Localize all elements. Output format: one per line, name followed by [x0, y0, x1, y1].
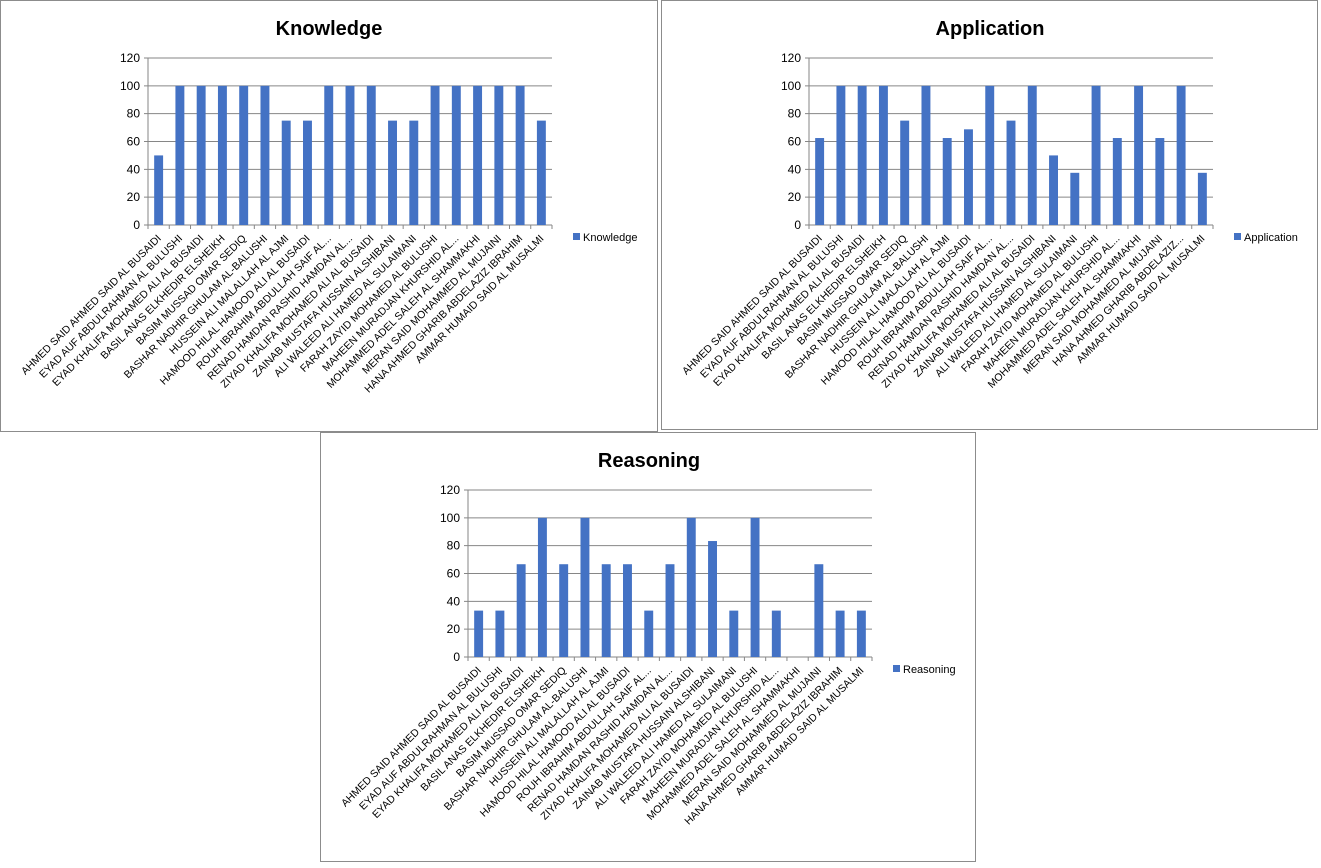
bar [537, 517, 547, 657]
x-category-label: EYAD AUF ABDULRAHMAN AL BULUSHI [37, 233, 185, 381]
y-tick-label: 0 [133, 218, 140, 232]
bar [878, 85, 888, 225]
bar [451, 85, 461, 225]
bar [900, 120, 910, 225]
legend-label: Reasoning [903, 664, 956, 676]
y-tick-label: 80 [127, 107, 141, 121]
bar [536, 120, 546, 225]
bar [601, 564, 611, 657]
bar [942, 138, 952, 225]
y-tick-label: 0 [453, 650, 460, 664]
y-tick-label: 60 [447, 567, 461, 581]
y-tick-label: 40 [127, 162, 141, 176]
chart-title: Application [936, 18, 1045, 40]
bar [580, 517, 590, 657]
knowledge-chart-panel: Knowledge 0 20 40 60 80 100 120 AHMED SAID AHMED… [0, 0, 658, 432]
y-tick-label: 40 [447, 594, 461, 608]
application-chart-panel: Application 0 20 40 60 80 100 120 AHMED SAID AHM… [661, 0, 1318, 430]
bar [708, 541, 717, 657]
bar [495, 610, 505, 657]
bar [729, 610, 739, 657]
bar [921, 85, 931, 225]
bar [430, 85, 440, 225]
bar [1176, 85, 1186, 225]
y-tick-label: 60 [788, 135, 802, 149]
bar [154, 155, 164, 225]
bar [814, 564, 824, 657]
y-tick-label: 60 [127, 135, 141, 149]
legend-swatch [893, 665, 900, 672]
bar [985, 85, 995, 225]
reasoning-chart-panel: Reasoning 0 20 40 60 80 100 120 AHMED SAID AHMED… [320, 432, 976, 862]
y-tick-label: 120 [440, 483, 460, 497]
y-tick-label: 20 [788, 190, 802, 204]
chart-title: Reasoning [598, 450, 700, 472]
y-tick-label: 100 [781, 79, 801, 93]
bar [1049, 155, 1058, 225]
bar [771, 610, 781, 657]
bar [516, 564, 526, 657]
y-tick-label: 120 [781, 51, 801, 65]
chart-title: Knowledge [276, 18, 383, 40]
legend-swatch [573, 233, 580, 240]
bar [515, 85, 525, 225]
bar [324, 85, 334, 225]
legend-label: Knowledge [583, 232, 637, 244]
bar [196, 85, 206, 225]
bar [623, 564, 632, 657]
bar [474, 610, 484, 657]
y-tick-label: 100 [120, 79, 140, 93]
legend-label: Application [1244, 232, 1298, 244]
bar [175, 85, 185, 225]
bar [366, 85, 376, 225]
y-tick-label: 0 [794, 218, 801, 232]
bar [836, 85, 846, 225]
bar [856, 610, 866, 657]
bar [750, 517, 760, 657]
bar [409, 120, 419, 225]
bar [1155, 138, 1165, 225]
y-tick-label: 100 [440, 511, 460, 525]
bar [281, 120, 291, 225]
y-tick-label: 20 [447, 622, 461, 636]
bar [559, 564, 569, 657]
y-tick-label: 20 [127, 190, 141, 204]
bar [1134, 85, 1144, 225]
bar [665, 564, 675, 657]
bar [1070, 172, 1080, 225]
bar [1091, 85, 1101, 225]
bar [473, 85, 483, 225]
bar [260, 85, 270, 225]
bar [964, 129, 973, 225]
bar [303, 120, 312, 225]
bar [217, 85, 227, 225]
bar [1006, 120, 1016, 225]
bar [1027, 85, 1037, 225]
bar [345, 85, 355, 225]
bar [1112, 138, 1122, 225]
y-tick-label: 40 [788, 162, 802, 176]
bar [686, 517, 696, 657]
bar [857, 85, 867, 225]
bar [239, 85, 249, 225]
bar [835, 610, 845, 657]
bar [494, 85, 504, 225]
legend-swatch [1234, 233, 1241, 240]
y-tick-label: 80 [788, 107, 802, 121]
bar [388, 120, 397, 225]
y-tick-label: 120 [120, 51, 140, 65]
bar [815, 138, 825, 225]
bar [1197, 172, 1207, 225]
bar [644, 610, 654, 657]
x-category-label: EYAD AUF ABDULRAHMAN AL BULUSHI [698, 233, 846, 381]
y-tick-label: 80 [447, 539, 461, 553]
x-category-label: EYAD AUF ABDULRAHMAN AL BULUSHI [357, 665, 505, 813]
